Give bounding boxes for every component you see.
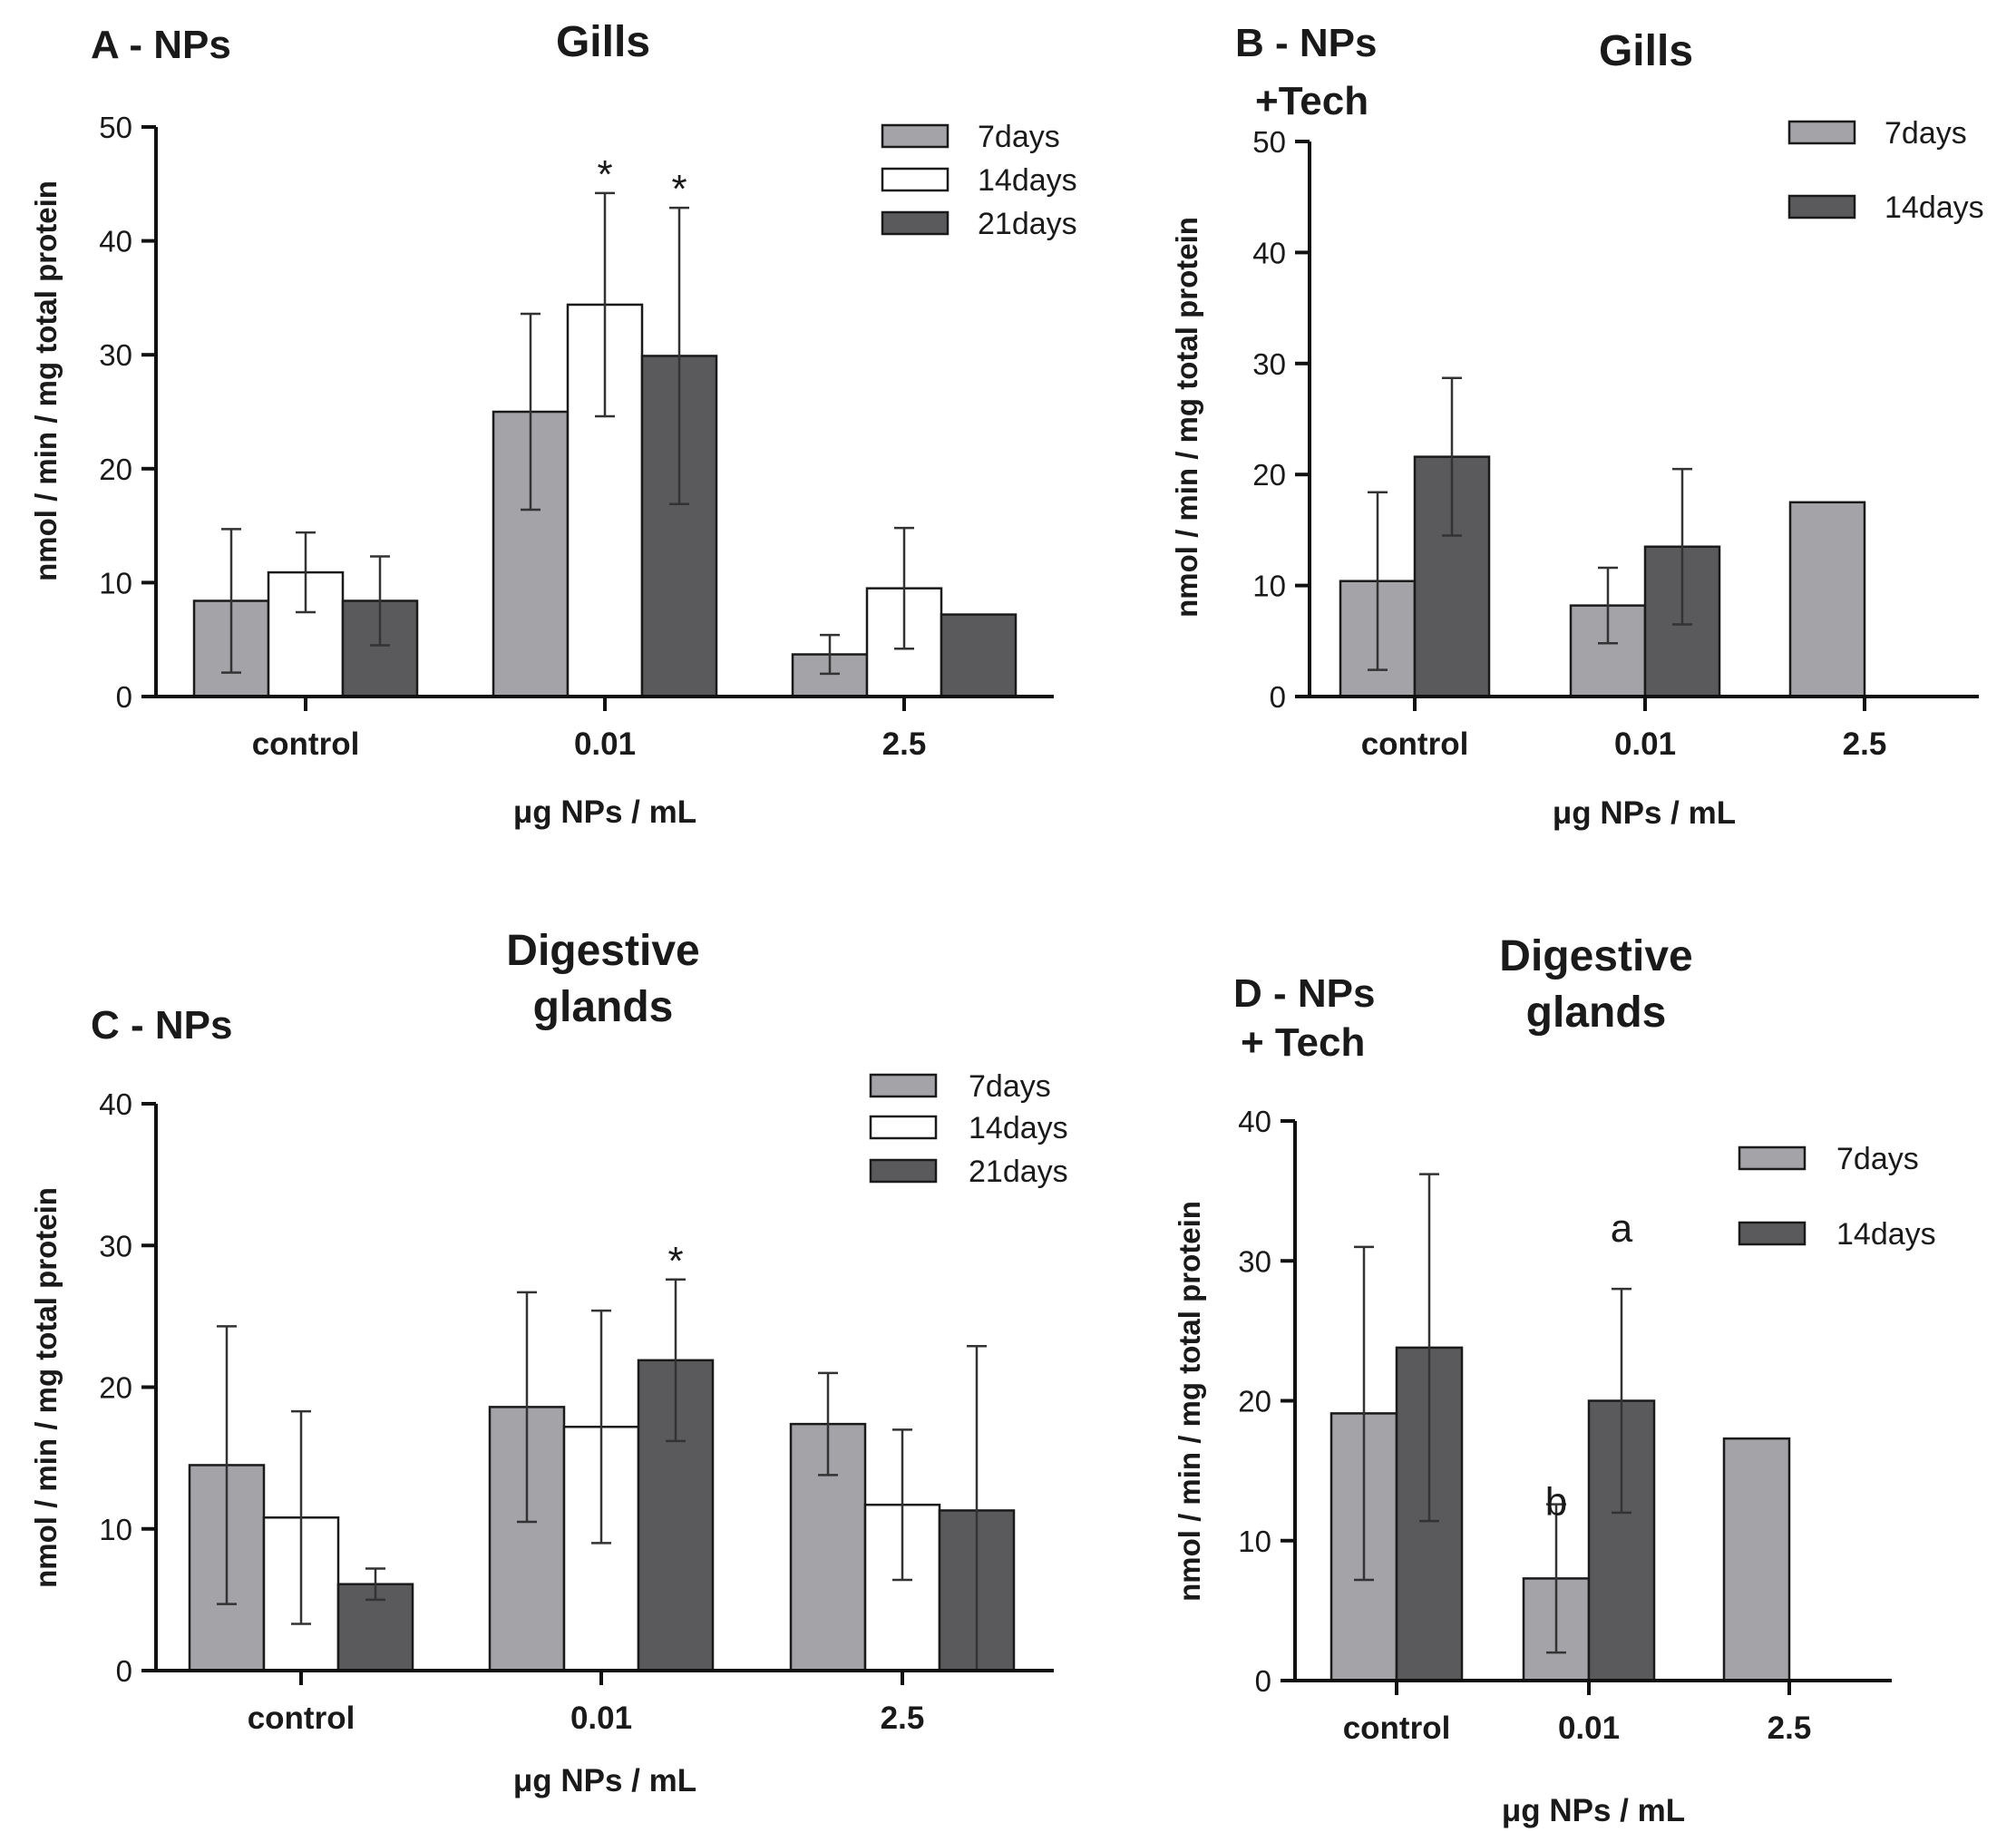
legend-label: 21days [969, 1155, 1068, 1189]
x-tick-label: 2.5 [1768, 1710, 1812, 1746]
bar-21days-2.5 [940, 613, 1018, 698]
x-tick-label: 2.5 [1843, 726, 1887, 762]
legend-swatch-21days [881, 210, 950, 236]
legend-swatch-21days [869, 1158, 938, 1184]
y-tick-label: 40 [1252, 236, 1286, 269]
y-axis-label: nmol / min / mg total protein [29, 1187, 63, 1588]
chart-title: Gills [1599, 27, 1693, 75]
x-tick-label: 2.5 [882, 726, 927, 762]
legend-swatch-7days [1738, 1145, 1807, 1171]
significance-mark: * [671, 167, 687, 211]
x-tick-label: 0.01 [574, 726, 636, 762]
legend: 7days 14days [1787, 116, 1984, 225]
y-tick-label: 10 [99, 566, 132, 599]
x-tick-label: control [1361, 726, 1469, 762]
y-tick-label: 10 [1252, 570, 1286, 603]
legend-label: 14days [1836, 1217, 1936, 1252]
legend: 7days 14days 21days [881, 120, 1077, 241]
legend-label: 7days [978, 120, 1060, 154]
y-axis-label: nmol / min / mg total protein [1170, 217, 1203, 618]
y-axis-label: nmol / min / mg total protein [29, 180, 63, 581]
y-tick-label: 50 [99, 111, 132, 144]
legend-swatch-7days [881, 123, 950, 149]
legend-swatch-7days [869, 1073, 938, 1098]
chart-title: glands [533, 983, 674, 1031]
y-tick-label: 20 [1252, 458, 1286, 492]
y-tick-label: 0 [116, 1654, 132, 1688]
y-tick-label: 30 [99, 338, 132, 372]
x-tick-label: 0.01 [1558, 1710, 1620, 1746]
legend-label: 7days [969, 1069, 1051, 1104]
y-tick-label: 0 [1270, 680, 1286, 714]
legend-swatch-14days [1787, 194, 1856, 219]
chart-panel-4: D - NPs+ Tech Digestive glands b a 0 10 20 30 40 c… [1173, 932, 1936, 1828]
legend-label: 14days [978, 163, 1077, 198]
x-tick-label: 0.01 [570, 1701, 632, 1736]
chart-panel-3: C - NPs Digestive glands * 0 10 20 30 40 control 0… [29, 927, 1068, 1798]
x-tick-label: 0.01 [1614, 726, 1676, 762]
legend-label: 14days [1885, 190, 1984, 225]
y-tick-label: 50 [1252, 125, 1286, 159]
x-axis-label: μg NPs / mL [513, 794, 696, 830]
legend: 7days 14days 21days [869, 1069, 1068, 1189]
x-axis-label: μg NPs / mL [1553, 795, 1736, 831]
legend-label: 7days [1885, 116, 1967, 151]
bar-7days-2.5 [1788, 501, 1866, 698]
panel-label: C - NPs [91, 1003, 232, 1048]
y-tick-label: 30 [1238, 1244, 1271, 1278]
panel-label: D - NPs [1233, 971, 1375, 1016]
legend-swatch-14days [869, 1115, 938, 1140]
chart-title: Gills [556, 18, 650, 66]
y-tick-label: 20 [1238, 1385, 1271, 1418]
x-tick-label: control [248, 1701, 355, 1736]
y-tick-label: 40 [99, 225, 132, 258]
legend-swatch-14days [881, 167, 950, 192]
y-tick-label: 20 [99, 453, 132, 486]
y-tick-label: 10 [1238, 1525, 1271, 1558]
x-tick-label: 2.5 [881, 1701, 925, 1736]
x-axis-label: μg NPs / mL [1502, 1793, 1685, 1828]
panel-label: A - NPs [91, 23, 231, 67]
chart-panel-1: A - NPs Gills * * 0 10 20 30 40 50 control 0.01 2.5 μ… [29, 18, 1077, 830]
legend: 7days 14days [1738, 1142, 1936, 1252]
bar-7days-0.01 [1569, 604, 1647, 698]
significance-mark: * [667, 1239, 683, 1283]
legend-label: 14days [969, 1111, 1068, 1145]
y-tick-label: 20 [99, 1371, 132, 1405]
y-tick-label: 10 [99, 1513, 132, 1546]
panel-label: B - NPs [1235, 21, 1377, 65]
legend-label: 21days [978, 207, 1077, 241]
panel-label: + Tech [1241, 1020, 1365, 1065]
legend-swatch-14days [1738, 1221, 1807, 1246]
significance-mark: * [597, 152, 612, 197]
chart-panel-2: B - NPs +Tech Gills 0 10 20 30 40 50 control 0.01 2… [1170, 21, 1984, 831]
legend-label: 7days [1836, 1142, 1919, 1176]
y-tick-label: 0 [116, 680, 132, 714]
x-axis-label: μg NPs / mL [513, 1763, 696, 1798]
x-tick-label: control [1343, 1710, 1451, 1746]
bar-7days-2.5 [1722, 1437, 1791, 1682]
chart-title: Digestive [1499, 932, 1692, 980]
y-tick-label: 40 [1238, 1105, 1271, 1138]
x-tick-label: control [252, 726, 360, 762]
y-tick-label: 30 [1252, 347, 1286, 381]
significance-mark: b [1545, 1479, 1567, 1524]
legend-swatch-7days [1787, 120, 1856, 145]
y-tick-label: 0 [1255, 1664, 1271, 1698]
significance-mark: a [1611, 1206, 1633, 1251]
y-axis-label: nmol / min / mg total protein [1173, 1201, 1206, 1602]
y-tick-label: 40 [99, 1087, 132, 1121]
y-tick-label: 30 [99, 1229, 132, 1262]
chart-title: Digestive [506, 927, 699, 975]
chart-title: glands [1526, 989, 1667, 1037]
panel-label: +Tech [1255, 79, 1368, 123]
